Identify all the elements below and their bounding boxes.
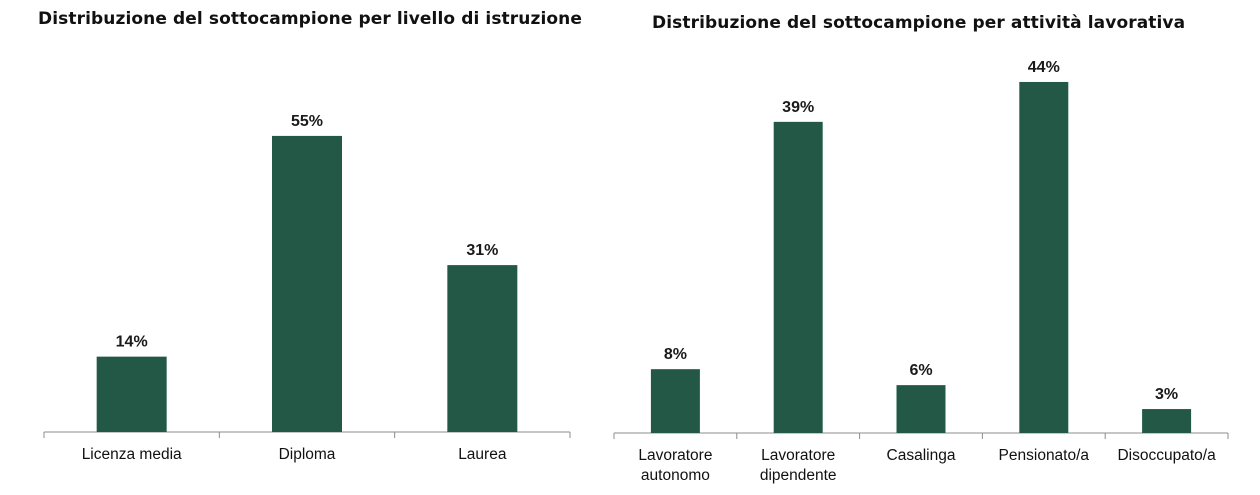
job-data-label: 8% [664,346,687,363]
chart-title-education: Distribuzione del sottocampione per live… [38,9,583,29]
job-tick-label: autonomo [641,467,710,484]
job-data-label: 6% [909,362,932,379]
job-data-label: 3% [1155,386,1178,403]
edu-tick-label: Laurea [458,446,507,463]
job-tick-label: Pensionato/a [999,447,1090,464]
edu-tick-label: Licenza media [82,446,182,463]
edu-data-label: 55% [291,113,323,130]
job-bar [773,121,823,433]
job-bar [1142,409,1192,433]
edu-bar [272,135,342,432]
job-tick-label: Casalinga [887,447,956,464]
job-bar [896,385,946,433]
job-tick-label: Lavoratore [761,447,835,464]
edu-data-label: 14% [116,334,148,351]
job-data-label: 44% [1028,59,1060,76]
edu-bar [96,356,167,432]
job-tick-label: dipendente [760,467,837,484]
job-bar [1019,81,1069,434]
job-tick-label: Disoccupato/a [1117,447,1216,464]
job-data-label: 39% [782,99,814,116]
edu-tick-label: Diploma [279,446,336,463]
job-bar [650,369,700,433]
chart-title-occupation: Distribuzione del sottocampione per atti… [652,13,1186,33]
edu-data-label: 31% [466,242,498,259]
edu-bar [447,265,518,432]
job-tick-label: Lavoratore [638,447,712,464]
